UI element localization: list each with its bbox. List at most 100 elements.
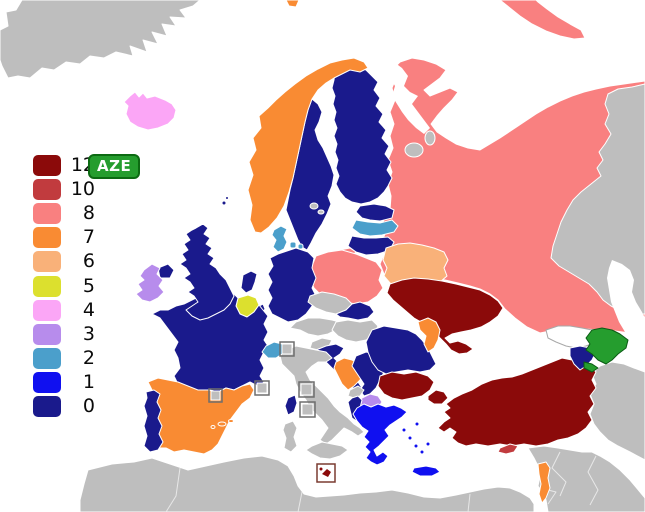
legend-label-10: 10 [70, 177, 95, 200]
legend-row-0: 0 [33, 395, 95, 419]
country-malta [322, 469, 331, 477]
legend-label-8: 8 [82, 201, 95, 224]
box-liechtenstein [279, 341, 295, 357]
country-malta-gozo [319, 467, 323, 471]
country-moldova [417, 317, 441, 353]
legend-swatch-6 [33, 251, 61, 273]
country-novaya-zemlya [499, 0, 586, 40]
country-azerbaijan-nakhchivan [583, 361, 599, 373]
country-greenland [0, 0, 201, 79]
legend-swatch-4 [33, 299, 61, 321]
country-romania [365, 325, 437, 375]
legend-label-4: 4 [82, 298, 95, 321]
country-france-corsica [284, 394, 298, 416]
box-monaco [254, 380, 270, 396]
country-liechtenstein [281, 343, 293, 355]
country-northern-ireland [157, 263, 175, 279]
country-latvia [351, 219, 399, 237]
white-sea [390, 62, 430, 134]
legend-swatch-3 [33, 323, 61, 345]
border-egypt-libya [467, 493, 471, 512]
country-denmark [271, 225, 288, 253]
legend-row-12: 12 [33, 153, 95, 177]
country-iran [589, 361, 645, 461]
country-poland [309, 249, 384, 305]
balearic-island [217, 421, 227, 427]
region-middle-east [527, 445, 645, 512]
lake-onega [424, 130, 436, 146]
region-north-africa [79, 455, 535, 512]
country-slovakia [335, 301, 375, 321]
balearic-island [210, 425, 216, 429]
country-germany [267, 247, 317, 323]
legend-row-6: 6 [33, 250, 95, 274]
legend-label-3: 3 [82, 322, 95, 345]
country-norway [247, 57, 369, 234]
shetland-island [221, 200, 227, 206]
legend-row-10: 10 [33, 177, 95, 201]
box-andorra [208, 388, 223, 403]
country-finland [331, 65, 393, 205]
country-denmark-zealand [289, 241, 297, 249]
country-austria [289, 317, 341, 337]
country-estonia [355, 203, 395, 222]
legend-swatch-7 [33, 227, 61, 249]
legend-swatch-5 [33, 275, 61, 297]
legend-swatch-12 [33, 154, 61, 176]
legend-row-3: 3 [33, 322, 95, 346]
legend-row-8: 8 [33, 201, 95, 225]
greek-island [413, 443, 419, 449]
country-greece-crete [411, 465, 441, 477]
country-greece [352, 403, 408, 466]
legend-label-0: 0 [82, 395, 95, 418]
subject-country-badge: AZE [88, 154, 141, 179]
border-syria-iraq [551, 451, 567, 497]
country-iceland [123, 91, 177, 131]
lake-vattern [317, 209, 325, 215]
country-italy-sicily [305, 441, 349, 460]
legend-swatch-10 [33, 178, 61, 200]
box-san-marino [298, 381, 315, 398]
legend-label-6: 6 [82, 250, 95, 273]
country-turkey-thrace [427, 389, 449, 405]
legend: 12 10 8 7 6 5 4 3 2 1 0 [33, 153, 95, 419]
legend-swatch-2 [33, 348, 61, 370]
legend-label-5: 5 [82, 274, 95, 297]
legend-row-4: 4 [33, 298, 95, 322]
country-svalbard [285, 0, 300, 8]
country-azerbaijan [585, 327, 629, 365]
border-libya-tunisia [297, 491, 303, 512]
legend-row-1: 1 [33, 371, 95, 395]
country-united-kingdom [179, 223, 235, 321]
legend-row-7: 7 [33, 226, 95, 250]
region-central-asia [550, 83, 645, 315]
country-bulgaria [377, 371, 435, 401]
country-portugal [143, 389, 164, 453]
greek-island [414, 421, 420, 427]
legend-swatch-1 [33, 372, 61, 394]
greek-island [407, 435, 413, 441]
country-turkey [437, 357, 597, 447]
country-andorra [210, 390, 221, 401]
country-ireland [135, 263, 165, 303]
country-cyprus [497, 443, 519, 455]
country-monaco [256, 382, 268, 394]
greek-island [401, 427, 407, 433]
legend-swatch-0 [33, 396, 61, 418]
country-italy-sardinia [282, 420, 298, 453]
country-vatican-city [301, 403, 314, 416]
caspian-sea [607, 260, 645, 356]
greek-island [425, 441, 431, 447]
greek-island [419, 449, 425, 455]
country-montenegro [347, 385, 365, 399]
country-san-marino [300, 383, 313, 396]
legend-row-2: 2 [33, 347, 95, 371]
lake-ladoga [404, 142, 424, 158]
balearic-island [228, 419, 234, 423]
country-israel [537, 461, 551, 504]
country-netherlands [240, 270, 258, 294]
border-algeria-morocco [165, 467, 181, 512]
legend-row-5: 5 [33, 274, 95, 298]
